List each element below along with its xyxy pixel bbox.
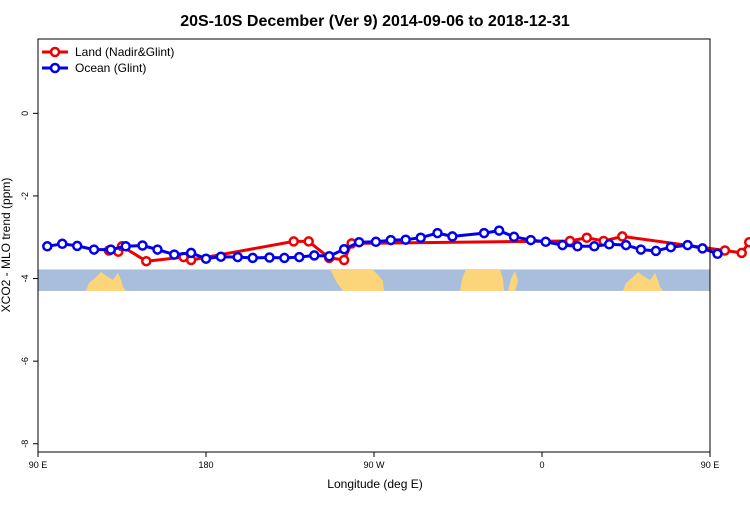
data-point <box>447 231 458 242</box>
data-point <box>185 247 197 259</box>
data-point <box>385 234 397 246</box>
data-point <box>432 227 443 239</box>
data-point <box>264 252 275 263</box>
data-point <box>682 239 693 251</box>
x-tick-label: 90 E <box>701 460 720 470</box>
data-point <box>400 234 411 245</box>
data-point <box>743 236 750 248</box>
series-line <box>47 229 719 261</box>
data-point <box>71 240 83 252</box>
data-point <box>478 227 490 239</box>
x-tick-label: 180 <box>198 460 213 470</box>
data-point <box>617 231 628 242</box>
chart-title: 20S-10S December (Ver 9) 2014-09-06 to 2… <box>180 13 570 30</box>
data-point <box>309 250 320 261</box>
x-axis: 90 E 180 90 W 0 90 E <box>29 452 720 470</box>
data-point <box>589 241 600 252</box>
data-point <box>493 225 505 236</box>
data-point <box>697 243 708 254</box>
data-point <box>581 232 593 243</box>
data-point <box>650 245 662 257</box>
data-point <box>42 241 53 252</box>
y-tick-label: -8 <box>20 440 30 448</box>
y-axis: 0 -2 -4 -6 -8 <box>20 111 38 448</box>
data-point <box>353 236 365 248</box>
data-point <box>57 238 68 250</box>
x-axis-label: Longitude (deg E) <box>327 477 422 491</box>
y-tick-label: -4 <box>20 275 30 283</box>
data-point <box>200 253 212 264</box>
data-point <box>603 239 615 250</box>
data-point <box>120 241 131 252</box>
map-land-south-america <box>330 269 384 291</box>
map-land-australia-repeat <box>623 272 663 291</box>
y-tick-label: -2 <box>20 192 30 200</box>
data-point <box>338 243 350 255</box>
data-point <box>137 240 148 251</box>
data-point <box>572 241 583 252</box>
data-point <box>323 250 335 262</box>
y-axis-label: XCO2 - MLO trend (ppm) <box>0 178 13 313</box>
data-point <box>557 239 568 251</box>
legend-ocean-marker <box>49 62 61 74</box>
data-point <box>279 252 290 264</box>
data-point <box>288 236 299 247</box>
y-tick-label: -6 <box>20 357 30 365</box>
data-point <box>635 244 647 255</box>
data-point <box>215 251 227 262</box>
x-tick-label: 90 W <box>363 460 385 470</box>
y-tick-label: 0 <box>20 111 30 116</box>
series-ocean <box>42 225 723 264</box>
data-point <box>232 251 243 263</box>
legend: Land (Nadir&Glint) Ocean (Glint) <box>42 45 174 75</box>
data-point <box>338 254 350 266</box>
map-land-australia <box>86 272 126 291</box>
legend-land-marker <box>49 46 61 58</box>
data-point <box>665 241 677 253</box>
x-tick-label: 0 <box>539 460 544 470</box>
map-land-madagascar <box>508 271 518 291</box>
data-point <box>415 232 426 243</box>
legend-land-label: Land (Nadir&Glint) <box>75 45 174 59</box>
data-point <box>105 244 117 255</box>
legend-ocean-label: Ocean (Glint) <box>75 61 146 75</box>
data-point <box>303 236 314 247</box>
data-point <box>152 244 163 255</box>
data-point <box>141 255 152 267</box>
data-point <box>712 248 723 260</box>
data-point <box>247 252 258 264</box>
data-point <box>736 247 747 259</box>
data-point <box>370 236 382 248</box>
data-point <box>294 251 305 263</box>
data-point <box>88 244 100 255</box>
data-point <box>540 236 551 248</box>
x-tick-label: 90 E <box>29 460 48 470</box>
data-point <box>620 239 632 251</box>
land-map-band <box>38 269 710 291</box>
data-point <box>169 249 180 260</box>
series-layer <box>42 225 750 267</box>
map-land-africa <box>460 269 504 291</box>
data-point <box>525 234 537 246</box>
data-point <box>508 231 520 243</box>
